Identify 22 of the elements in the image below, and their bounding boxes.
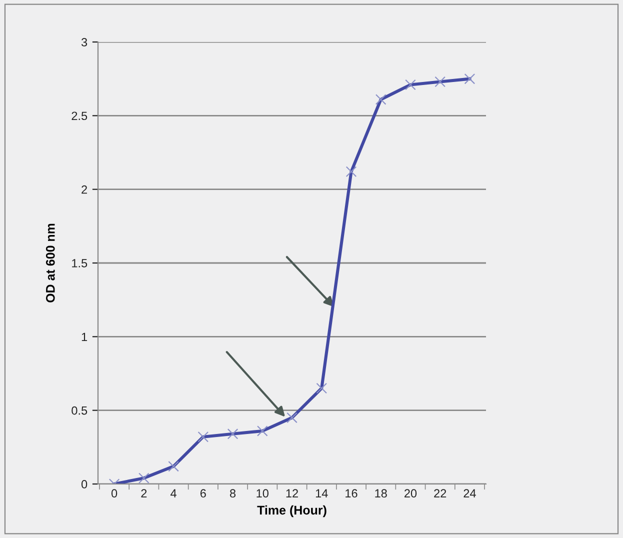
- x-tick-label: 2: [141, 489, 147, 498]
- y-axis-title: OD at 600 nm: [46, 224, 55, 302]
- x-tick-label: 6: [200, 489, 206, 498]
- y-tick-label: 3: [81, 38, 88, 46]
- x-tick-label: 12: [286, 489, 298, 498]
- y-tick-label: 0.5: [72, 406, 88, 415]
- x-tick-label: 24: [464, 489, 476, 498]
- x-tick-label: 22: [434, 489, 446, 498]
- x-axis-title: Time (Hour): [257, 505, 326, 518]
- x-tick-label: 14: [316, 489, 328, 498]
- y-tick-label: 1.5: [72, 259, 88, 268]
- y-tick-label: 2: [82, 185, 87, 194]
- x-tick-label: 18: [375, 489, 387, 498]
- y-tick-label: 1: [82, 332, 88, 341]
- x-tick-label: 8: [230, 489, 236, 498]
- x-tick-label: 10: [256, 489, 268, 498]
- x-tick-label: 0: [111, 489, 118, 498]
- x-tick-label: 4: [170, 489, 176, 498]
- y-tick-label: 2.5: [72, 112, 88, 120]
- x-tick-label: 16: [346, 489, 358, 498]
- y-tick-label: 0: [81, 480, 88, 488]
- x-tick-label: 20: [404, 489, 417, 498]
